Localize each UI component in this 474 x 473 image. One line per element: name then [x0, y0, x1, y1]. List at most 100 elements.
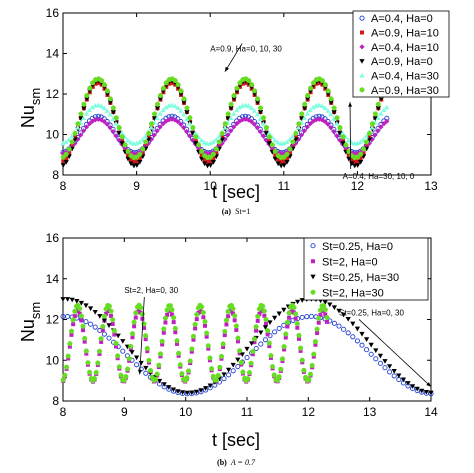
legend-entry: St=0.25, Ha=30: [322, 272, 399, 284]
data-point: [235, 357, 241, 363]
data-point: [70, 317, 76, 323]
data-point: [129, 157, 134, 162]
data-point: [307, 121, 313, 127]
data-point: [252, 88, 258, 94]
data-point: [263, 125, 269, 131]
data-point: [310, 104, 316, 110]
data-point: [137, 156, 142, 161]
data-point: [178, 121, 184, 127]
data-point: [361, 151, 366, 156]
data-point: [181, 96, 187, 102]
data-point: [293, 130, 299, 136]
data-point: [81, 115, 87, 121]
x-tick-label: 9: [121, 405, 128, 419]
annotation-arrow: [358, 319, 432, 388]
data-point: [217, 364, 223, 370]
data-point: [276, 325, 282, 331]
data-point: [120, 138, 125, 143]
annotations-b: St=2, Ha=0, 30 St=0.25, Ha=0, 30: [124, 286, 432, 388]
data-point: [184, 129, 190, 135]
annotation-arrow: [224, 43, 243, 72]
data-point: [354, 338, 360, 344]
data-point: [228, 101, 234, 107]
data-point: [138, 305, 144, 311]
data-point: [257, 129, 263, 135]
annotation-label: St=0.25, Ha=0, 30: [339, 308, 404, 317]
data-point: [95, 360, 101, 366]
data-point: [92, 309, 98, 315]
data-point: [334, 121, 340, 126]
data-point: [281, 150, 287, 157]
data-point: [231, 111, 237, 116]
data-point: [299, 116, 305, 122]
data-point: [239, 352, 245, 358]
data-point: [299, 298, 305, 303]
data-point: [276, 157, 281, 162]
data-point: [354, 150, 360, 157]
data-point: [116, 131, 122, 136]
data-point: [310, 118, 316, 124]
caption-b: (b) A = 0.7: [217, 458, 256, 467]
data-point: [134, 362, 140, 368]
data-point: [355, 159, 360, 164]
data-point: [72, 308, 78, 314]
data-point: [226, 367, 232, 373]
data-point: [63, 139, 69, 145]
data-point: [129, 350, 135, 355]
data-point: [211, 156, 216, 161]
annotation-label: A=0.9, Ha=0, 10, 30: [210, 44, 282, 53]
data-point: [322, 82, 328, 88]
data-point: [113, 115, 119, 121]
data-point: [319, 78, 325, 84]
data-point: [184, 110, 190, 115]
data-point: [262, 337, 268, 343]
data-point: [157, 124, 163, 130]
data-point: [101, 119, 107, 125]
data-point: [312, 339, 318, 345]
data-point: [154, 371, 160, 377]
data-point: [131, 319, 137, 325]
data-point: [181, 125, 187, 131]
data-point: [132, 324, 137, 329]
data-point: [77, 311, 82, 316]
legend-swatch: [359, 72, 365, 78]
data-point: [74, 299, 80, 304]
data-point: [363, 139, 370, 145]
data-point: [157, 96, 164, 102]
data-point: [253, 324, 259, 330]
legend-swatch: [359, 59, 365, 64]
data-point: [170, 312, 175, 317]
data-point: [228, 106, 234, 111]
data-point: [266, 141, 272, 146]
data-point: [131, 159, 136, 164]
data-point: [75, 136, 81, 142]
data-point: [96, 348, 103, 354]
legend-entry: St=2, Ha=0: [322, 256, 378, 268]
data-point: [199, 304, 205, 310]
data-point: [78, 313, 84, 319]
data-point: [255, 318, 260, 323]
data-point: [283, 331, 289, 337]
data-point: [181, 100, 187, 105]
data-point: [107, 96, 113, 102]
data-point: [63, 364, 70, 370]
data-point: [257, 110, 264, 115]
data-point: [246, 78, 252, 84]
data-point: [311, 351, 317, 357]
data-point: [107, 125, 113, 131]
data-point: [193, 138, 198, 143]
data-point: [282, 159, 287, 164]
x-tick-label: 11: [241, 405, 254, 419]
data-point: [325, 88, 331, 94]
data-point: [104, 121, 110, 127]
data-point: [82, 335, 88, 341]
data-point: [75, 121, 81, 127]
data-point: [266, 130, 272, 136]
data-point: [369, 121, 375, 127]
data-point: [194, 312, 200, 318]
data-point: [143, 365, 149, 371]
data-point: [122, 142, 128, 148]
data-point: [301, 367, 307, 373]
data-point: [309, 362, 315, 368]
data-point: [154, 128, 160, 134]
